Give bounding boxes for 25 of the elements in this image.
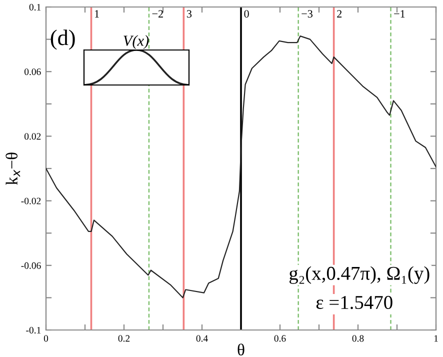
y-tick-label: -0.02 [21,198,41,204]
x-tick-label: 0.2 [118,335,130,342]
annotation: (d) [50,30,75,50]
annotation: g₂(x,0.47π), Ω₁(y) [289,266,430,284]
y-tick-label: -0.06 [21,262,41,269]
x-tick-label: 0 [44,335,48,342]
annotation: V(x) [124,35,149,49]
annotation: −3 [302,10,312,18]
x-tick-label: 0.6 [274,335,286,342]
y-tick-label: 0.1 [29,4,41,11]
annotation: −2 [152,10,163,18]
annotation: −1 [394,10,405,18]
x-axis-title: θ [238,344,244,356]
y-tick-label: 0.06 [24,68,41,76]
y-tick-label: 0.02 [24,133,41,140]
x-tick-label: 0.4 [196,335,208,342]
annotation: ε =1.5470 [316,296,392,310]
y-axis-title: k$_{x}$−θ [6,152,20,185]
x-tick-label: 1 [434,335,438,342]
x-tick-label: 0.8 [352,335,364,342]
y-tick-label: -0.1 [26,326,41,334]
annotation: 3 [186,10,192,18]
annotation: 0 [244,10,249,18]
annotation: 2 [337,10,342,18]
annotation: 1 [94,10,99,18]
